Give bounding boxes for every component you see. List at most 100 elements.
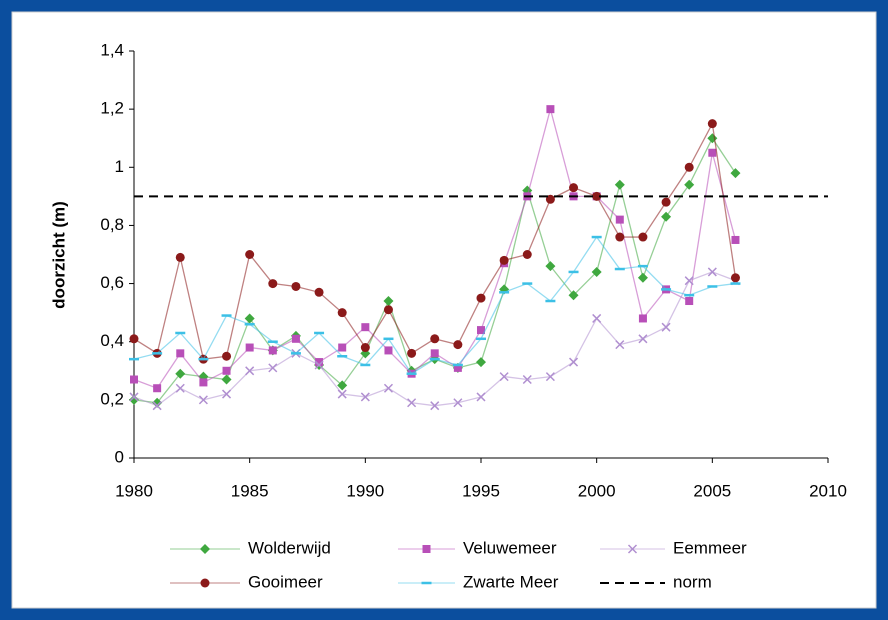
y-tick-label: 1,4 (100, 40, 124, 59)
marker (314, 360, 324, 370)
marker (730, 273, 740, 283)
marker (638, 232, 648, 242)
marker (245, 366, 255, 376)
marker (384, 346, 393, 355)
marker (707, 267, 717, 277)
marker (569, 357, 579, 367)
marker (337, 308, 347, 318)
marker (361, 323, 370, 332)
marker (614, 179, 625, 190)
marker (245, 250, 255, 259)
y-tick-label: 1 (115, 157, 124, 176)
marker (175, 252, 185, 262)
marker (175, 383, 185, 393)
y-tick-label: 0,6 (100, 273, 124, 292)
legend-label: Eemmeer (673, 538, 747, 557)
marker (338, 343, 347, 352)
marker (383, 305, 393, 315)
y-axis-label: doorzicht (m) (49, 201, 68, 309)
x-tick-label: 2005 (693, 481, 731, 500)
marker (198, 395, 208, 405)
marker (453, 363, 462, 372)
y-tick-label: 0,4 (100, 331, 124, 350)
legend-label: norm (673, 572, 712, 591)
chart-background (11, 11, 877, 609)
legend-label: Wolderwijd (248, 538, 331, 557)
marker (315, 358, 324, 367)
marker (684, 179, 695, 190)
marker (591, 266, 602, 277)
marker (152, 401, 162, 411)
legend-label: Zwarte Meer (463, 572, 559, 591)
marker (175, 368, 186, 379)
marker (407, 348, 417, 358)
marker (268, 363, 278, 373)
marker (337, 389, 347, 399)
marker (685, 297, 694, 306)
marker (383, 383, 393, 393)
marker (291, 281, 301, 291)
marker (383, 296, 394, 307)
marker (615, 340, 625, 350)
marker (708, 148, 717, 157)
marker (568, 290, 579, 301)
marker (222, 389, 232, 399)
marker (130, 375, 138, 384)
marker (592, 313, 602, 323)
marker (314, 287, 324, 297)
marker (615, 232, 625, 242)
x-tick-label: 1990 (346, 481, 384, 500)
marker (268, 346, 277, 355)
legend-marker (200, 578, 210, 588)
marker (453, 398, 463, 408)
marker (291, 334, 300, 343)
marker (545, 372, 555, 382)
marker (661, 322, 671, 332)
marker (222, 351, 232, 361)
marker (337, 380, 348, 391)
marker (731, 235, 740, 244)
marker (545, 261, 556, 272)
marker (244, 313, 255, 324)
marker (430, 334, 440, 344)
marker (129, 392, 139, 402)
marker (407, 398, 417, 408)
legend-marker (422, 545, 431, 553)
marker (453, 340, 463, 350)
marker (476, 293, 486, 303)
marker (153, 384, 162, 393)
legend-marker (627, 544, 638, 554)
marker (176, 349, 185, 358)
legend-label: Veluwemeer (463, 538, 557, 557)
marker (707, 119, 717, 129)
marker (499, 255, 509, 265)
marker (638, 334, 648, 344)
marker (569, 183, 579, 193)
marker (684, 162, 694, 172)
marker (222, 366, 231, 375)
x-tick-label: 1980 (115, 481, 153, 500)
marker (546, 105, 555, 114)
marker (221, 374, 232, 385)
marker (360, 392, 370, 402)
marker (499, 372, 509, 382)
marker (476, 392, 486, 402)
marker (637, 272, 648, 283)
marker (430, 349, 439, 358)
marker (545, 194, 555, 204)
marker (245, 343, 254, 352)
marker (522, 374, 532, 385)
marker (268, 279, 278, 289)
y-tick-label: 0,2 (100, 389, 124, 408)
x-tick-label: 1985 (231, 481, 269, 500)
marker (476, 357, 486, 368)
y-tick-label: 0,8 (100, 215, 124, 234)
legend-label: Gooimeer (248, 572, 323, 591)
marker (522, 250, 532, 259)
marker (199, 378, 208, 387)
y-tick-label: 0 (115, 447, 124, 466)
marker (430, 401, 440, 411)
marker (638, 314, 647, 323)
x-tick-label: 1995 (462, 481, 500, 500)
